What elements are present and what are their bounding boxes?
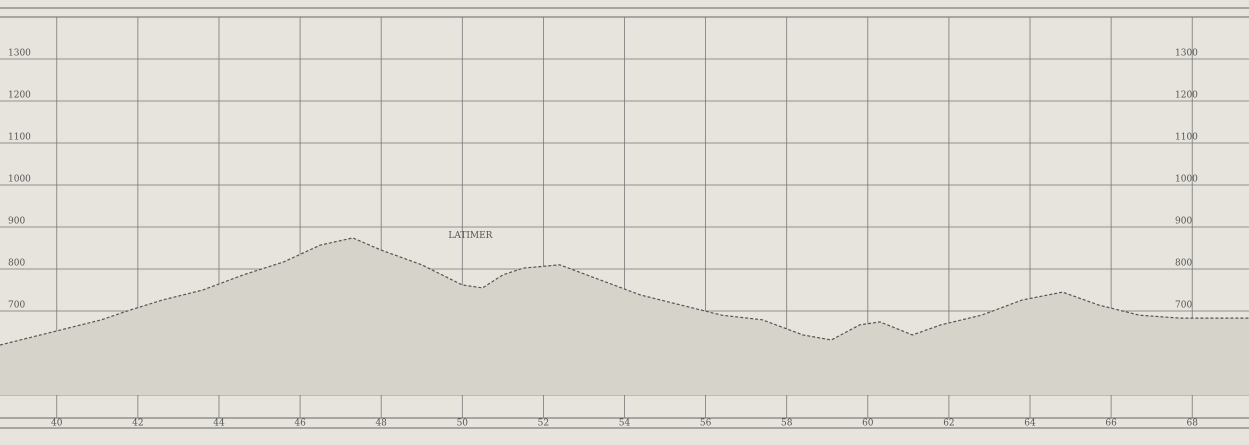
x-tick-label: 52	[538, 419, 549, 429]
x-tick-label: 44	[213, 419, 225, 429]
x-tick-label: 64	[1024, 419, 1036, 429]
y-tick-label: 1200	[1175, 91, 1198, 101]
y-tick-label: 700	[1175, 301, 1192, 311]
y-tick-label: 1200	[8, 91, 31, 101]
x-tick-label: 60	[862, 419, 874, 429]
profile-area	[0, 237, 1249, 395]
x-tick-label: 50	[457, 419, 469, 429]
x-tick-label: 40	[51, 419, 63, 429]
x-tick-label: 66	[1105, 419, 1117, 429]
y-tick-label: 1000	[1175, 175, 1198, 185]
y-tick-label: 1300	[8, 49, 31, 59]
y-tick-label: 1300	[1175, 49, 1198, 59]
x-tick-label: 56	[700, 419, 712, 429]
x-tick-label: 68	[1187, 419, 1199, 429]
profile-line	[0, 237, 1249, 346]
y-tick-label: 900	[8, 217, 25, 227]
y-tick-label: 1100	[8, 133, 31, 143]
y-tick-label: 800	[8, 259, 25, 269]
station-label: LATIMER	[448, 231, 492, 241]
y-tick-label: 800	[1175, 259, 1192, 269]
y-tick-label: 1100	[1175, 133, 1198, 143]
x-tick-label: 54	[619, 419, 631, 429]
x-tick-label: 46	[294, 419, 306, 429]
y-tick-label: 700	[8, 301, 25, 311]
x-tick-label: 62	[943, 419, 954, 429]
x-tick-label: 48	[375, 419, 387, 429]
y-tick-label: 1000	[8, 175, 31, 185]
y-tick-label: 900	[1175, 217, 1192, 227]
x-tick-label: 42	[132, 419, 143, 429]
x-tick-label: 58	[781, 419, 793, 429]
